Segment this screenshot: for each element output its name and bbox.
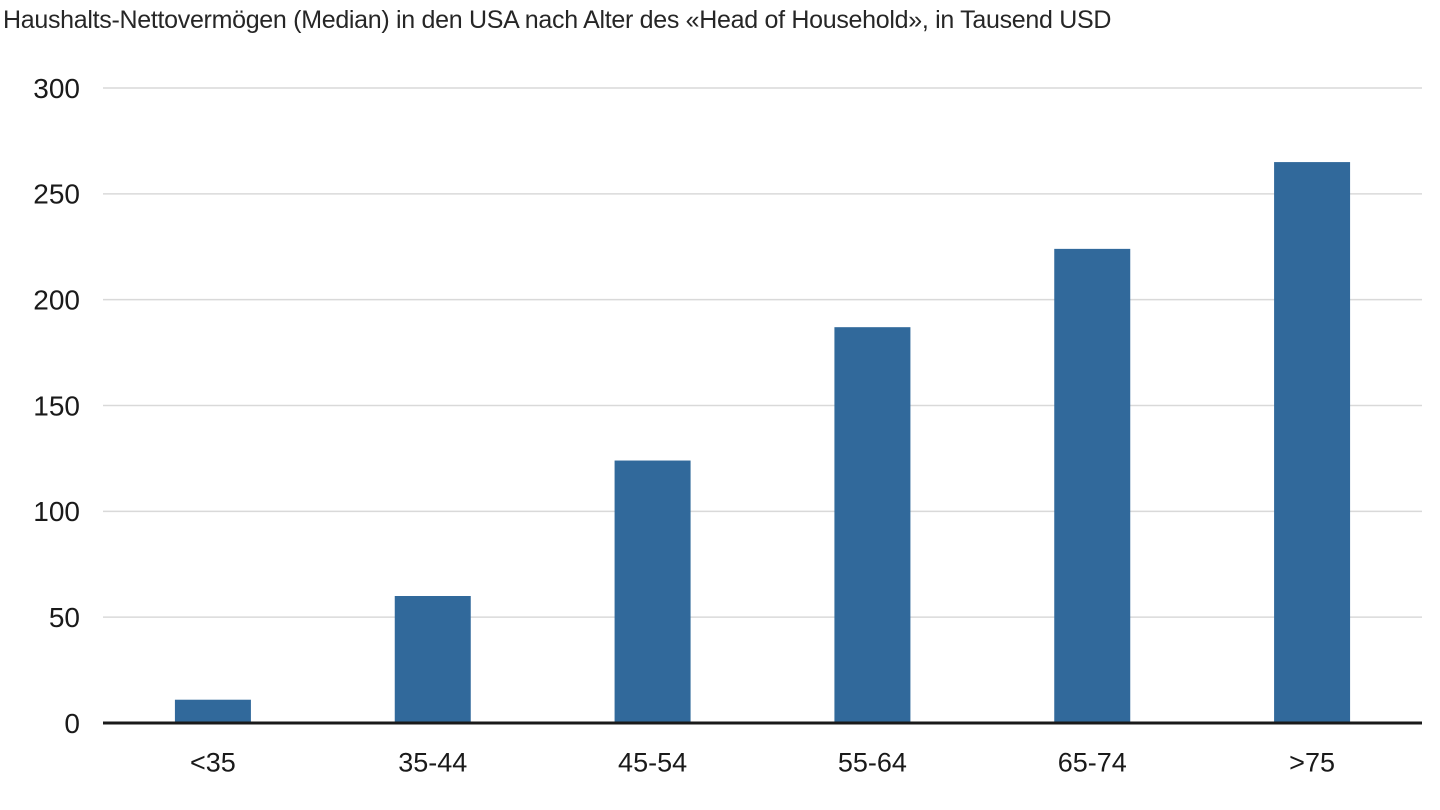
bar-35-44 bbox=[394, 596, 471, 723]
y-tick-label: 150 bbox=[33, 390, 80, 421]
gridlines-layer bbox=[103, 87, 1422, 618]
x-tick-label: 65-74 bbox=[1058, 747, 1127, 777]
x-tick-label: >75 bbox=[1289, 747, 1335, 777]
chart-title: Haushalts-Nettovermögen (Median) in den … bbox=[3, 6, 1112, 34]
x-tick-label: 35-44 bbox=[398, 747, 467, 777]
x-tick-label: 55-64 bbox=[838, 747, 907, 777]
bar->75 bbox=[1274, 162, 1351, 724]
tick-labels-layer: 0 50 100 150 200 250 300 <35 35-44 45-54 55-64 65-7… bbox=[33, 73, 1335, 778]
y-tick-label: 0 bbox=[64, 708, 80, 739]
bar-<35 bbox=[174, 699, 251, 723]
x-tick-label: <35 bbox=[190, 747, 236, 777]
bar-45-54 bbox=[614, 460, 691, 723]
x-tick-label: 45-54 bbox=[618, 747, 687, 777]
bars-layer bbox=[174, 162, 1351, 724]
y-tick-label: 100 bbox=[33, 496, 80, 527]
y-tick-label: 200 bbox=[33, 284, 80, 315]
bar-55-64 bbox=[834, 327, 911, 723]
y-tick-label: 50 bbox=[49, 602, 80, 633]
y-tick-label: 300 bbox=[33, 73, 80, 104]
y-tick-label: 250 bbox=[33, 179, 80, 210]
bar-65-74 bbox=[1054, 248, 1131, 723]
